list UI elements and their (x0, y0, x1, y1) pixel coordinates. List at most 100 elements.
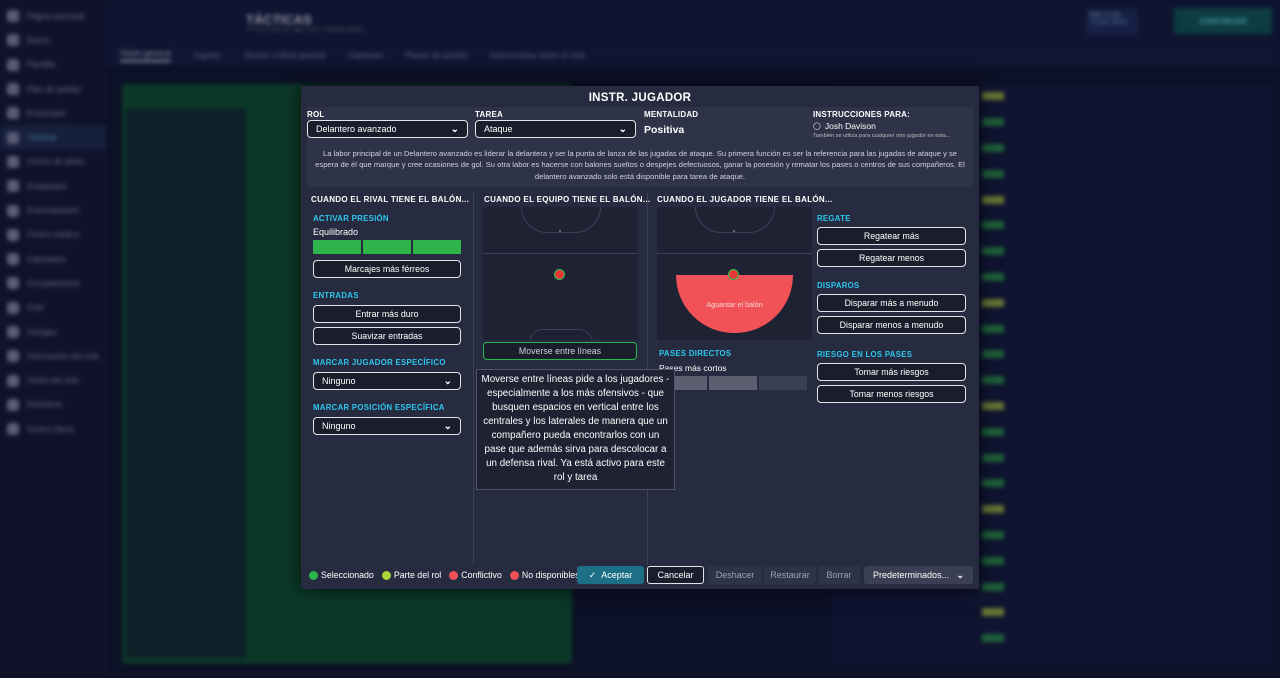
subnav-tab[interactable]: Jugador (192, 50, 222, 60)
sidebar-item[interactable]: Página principal (0, 4, 106, 28)
rating-bar (982, 298, 1004, 307)
sidebar-item[interactable]: Entrenamiento (0, 198, 106, 222)
sidebar-item[interactable]: Tácticas (0, 125, 106, 150)
continue-button[interactable]: CONTINUAR (1174, 8, 1272, 34)
slider-segment (363, 240, 411, 254)
squad-row (832, 161, 1272, 188)
top-bar: TÁCTICAS 1.ª con 6 pos de Liga; Conv., P… (106, 0, 1280, 44)
mark-position-select[interactable]: Ninguno ⌄ (313, 417, 461, 435)
sidebar-item-label: Entrenamiento (27, 206, 80, 216)
sidebar-item[interactable]: Información del club (0, 344, 106, 368)
shoot-less-button[interactable]: Disparar menos a menudo (817, 316, 966, 334)
sidebar-item[interactable]: Directivos (0, 393, 106, 417)
undo-button[interactable]: Deshacer (708, 566, 762, 584)
mark-player-label: MARCAR JUGADOR ESPECÍFICO (313, 358, 446, 367)
task-select[interactable]: Ataque ⌄ (475, 120, 636, 138)
sidebar-item[interactable]: Entrenador (0, 101, 106, 125)
menu-icon (7, 155, 19, 168)
squad-row (832, 110, 1272, 136)
restore-button[interactable]: Restaurar (764, 566, 816, 584)
player-selector[interactable]: ◯ Josh Davison (813, 121, 876, 131)
menu-icon (7, 34, 19, 47)
sidebar-item[interactable]: Visión del club (0, 368, 106, 392)
role-select[interactable]: Delantero avanzado ⌄ (307, 120, 468, 138)
sidebar-item-label: Empleados (27, 181, 68, 191)
tackling-label: ENTRADAS (313, 291, 359, 300)
dribbling-label: REGATE (817, 214, 851, 223)
squad-row (832, 497, 1272, 523)
accept-button[interactable]: ✓ Aceptar (577, 566, 644, 584)
sidebar-item[interactable]: Buzón (0, 28, 106, 52)
rating-bar (982, 453, 1004, 462)
hold-up-ball-zone[interactable]: Aguantar el balón (676, 275, 793, 333)
direct-passes-label: PASES DIRECTOS (659, 349, 732, 358)
tactic-summary (126, 108, 246, 658)
chevron-down-icon: ⌄ (450, 123, 459, 135)
sidebar-item-label: Calendario (27, 254, 66, 264)
sidebar-item[interactable]: Club (0, 296, 106, 320)
subnav-tab[interactable]: Visión general (120, 49, 171, 62)
rating-bar (982, 582, 1004, 591)
legend-item: No disponibles (509, 570, 580, 580)
rating-bar (982, 272, 1004, 281)
shoot-more-button[interactable]: Disparar más a menudo (817, 294, 966, 312)
legend-swatch (309, 570, 318, 580)
mark-player-value: Ninguno (322, 376, 356, 386)
sidebar-item[interactable]: Competiciones (0, 271, 106, 295)
clear-button[interactable]: Borrar (818, 566, 860, 584)
sidebar: Página principal Buzón Plantilla Plan de pa… (0, 0, 106, 678)
sidebar-item[interactable]: Calendario (0, 247, 106, 271)
defaults-dropdown[interactable]: Predeterminados... ⌄ (864, 566, 973, 584)
direct-passes-slider[interactable] (659, 376, 807, 390)
dribble-more-button[interactable]: Regatear más (817, 227, 966, 245)
sidebar-item-label: Fichajes (27, 327, 57, 337)
slider-segment (413, 240, 461, 254)
take-more-risks-button[interactable]: Tomar más riesgos (817, 363, 966, 381)
rating-bar (982, 376, 1004, 385)
mark-player-select[interactable]: Ninguno ⌄ (313, 372, 461, 390)
sidebar-item[interactable]: Empleados (0, 174, 106, 198)
subnav-tab[interactable]: Capitanes (347, 50, 384, 60)
rating-bar (982, 118, 1004, 127)
sidebar-item[interactable]: Plantilla (0, 53, 106, 77)
rating-bar (982, 92, 1004, 101)
menu-icon (7, 374, 19, 387)
squad-row (832, 419, 1272, 446)
rating-bar (982, 608, 1004, 617)
sidebar-item[interactable]: Centro de datos (0, 150, 106, 174)
legend-label: Seleccionado (321, 570, 374, 580)
chevron-down-icon: ⌄ (956, 569, 964, 580)
squad-row (832, 368, 1272, 394)
move-between-lines-button[interactable]: Moverse entre líneas (483, 342, 637, 360)
team-pitch-map (483, 207, 638, 340)
sidebar-item[interactable]: Centro Ojeos (0, 417, 106, 441)
menu-icon (7, 107, 19, 120)
menu-icon (7, 204, 19, 217)
dribble-less-button[interactable]: Regatear menos (817, 249, 966, 267)
pitch-line (657, 253, 812, 254)
sidebar-item[interactable]: Fichajes (0, 320, 106, 344)
subnav-tab[interactable]: Ajustes a Nivel general (243, 50, 326, 60)
sidebar-item[interactable]: Centro médico (0, 223, 106, 247)
sidebar-item[interactable]: Plan de partido (0, 77, 106, 101)
role-label: ROL (307, 110, 325, 119)
rating-bar (982, 324, 1004, 333)
subnav-tab[interactable]: Planes de partido (405, 50, 468, 60)
mark-position-label: MARCAR POSICIÓN ESPECÍFICA (313, 403, 445, 412)
menu-icon (7, 350, 19, 363)
page-subtitle: 1.ª con 6 pos de Liga; Conv., Plantilla … (246, 27, 371, 33)
tighter-marking-button[interactable]: Marcajes más férreos (313, 260, 461, 278)
legend-item: Seleccionado (309, 570, 374, 580)
tackle-harder-button[interactable]: Entrar más duro (313, 305, 461, 323)
cancel-button[interactable]: Cancelar (647, 566, 704, 584)
ease-off-tackles-button[interactable]: Suavizar entradas (313, 327, 461, 345)
out-of-possession-title: CUANDO EL RIVAL TIENE EL BALÓN... (311, 195, 470, 204)
mentality-label: MENTALIDAD (644, 110, 699, 119)
sidebar-item-label: Competiciones (27, 278, 80, 288)
pressing-slider[interactable] (313, 240, 461, 254)
player-position-marker (554, 269, 565, 280)
date-display[interactable]: Mié 21:00 13 jun 2023 (1086, 9, 1138, 35)
subnav-tab[interactable]: Instrucciones sobre el rival (489, 50, 585, 60)
sidebar-item-label: Entrenador (27, 108, 67, 118)
take-fewer-risks-button[interactable]: Tomar menos riesgos (817, 385, 966, 403)
